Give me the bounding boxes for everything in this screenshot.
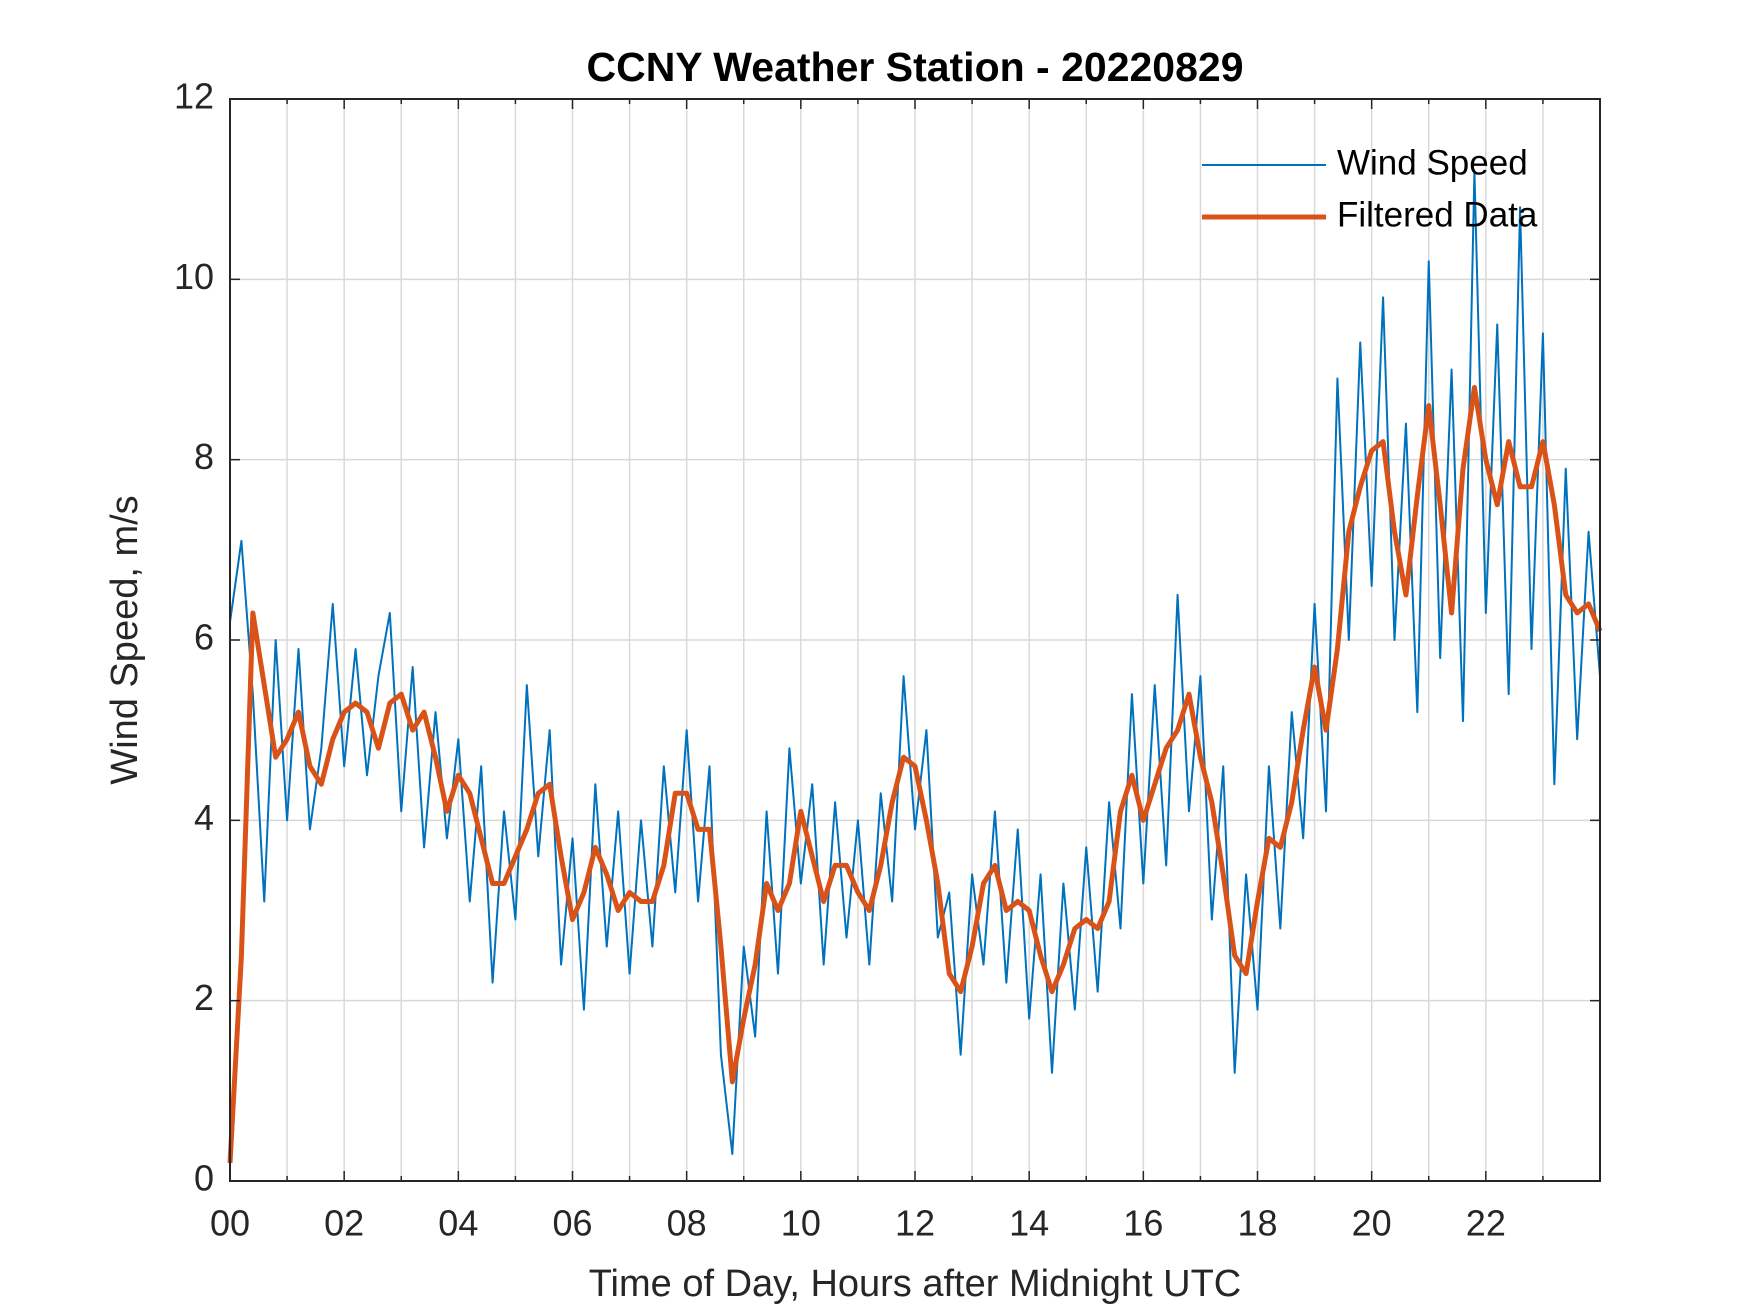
x-tick-label: 14 xyxy=(1009,1203,1049,1244)
y-tick-label: 12 xyxy=(174,76,214,117)
data-line xyxy=(229,170,1601,1155)
y-axis-label: Wind Speed, m/s xyxy=(104,495,146,784)
x-tick-label: 20 xyxy=(1352,1203,1392,1244)
x-tick-label: 04 xyxy=(438,1203,478,1244)
x-tick-label: 02 xyxy=(324,1203,364,1244)
x-tick-label: 22 xyxy=(1466,1203,1506,1244)
legend-label: Filtered Data xyxy=(1337,195,1538,234)
x-tick-label: 06 xyxy=(552,1203,592,1244)
legend: Wind Speed Filtered Data xyxy=(1202,143,1538,234)
chart-title: CCNY Weather Station - 20220829 xyxy=(586,44,1243,90)
legend-label: Wind Speed xyxy=(1337,143,1528,182)
y-tick-label: 8 xyxy=(194,436,214,477)
y-tick-label: 0 xyxy=(194,1158,214,1199)
x-tick-label: 16 xyxy=(1123,1203,1163,1244)
y-tick-label: 10 xyxy=(174,256,214,297)
plot-area xyxy=(227,170,1603,1164)
y-tick-label: 4 xyxy=(194,797,214,838)
y-tick-label: 6 xyxy=(194,617,214,658)
y-tick-label: 2 xyxy=(194,977,214,1018)
x-tick-label: 12 xyxy=(895,1203,935,1244)
x-tick-label: 00 xyxy=(210,1203,250,1244)
x-tick-label: 18 xyxy=(1237,1203,1277,1244)
x-tick-label: 10 xyxy=(781,1203,821,1244)
x-tick-label: 08 xyxy=(667,1203,707,1244)
data-line xyxy=(227,385,1603,1164)
x-axis-label: Time of Day, Hours after Midnight UTC xyxy=(589,1263,1242,1305)
